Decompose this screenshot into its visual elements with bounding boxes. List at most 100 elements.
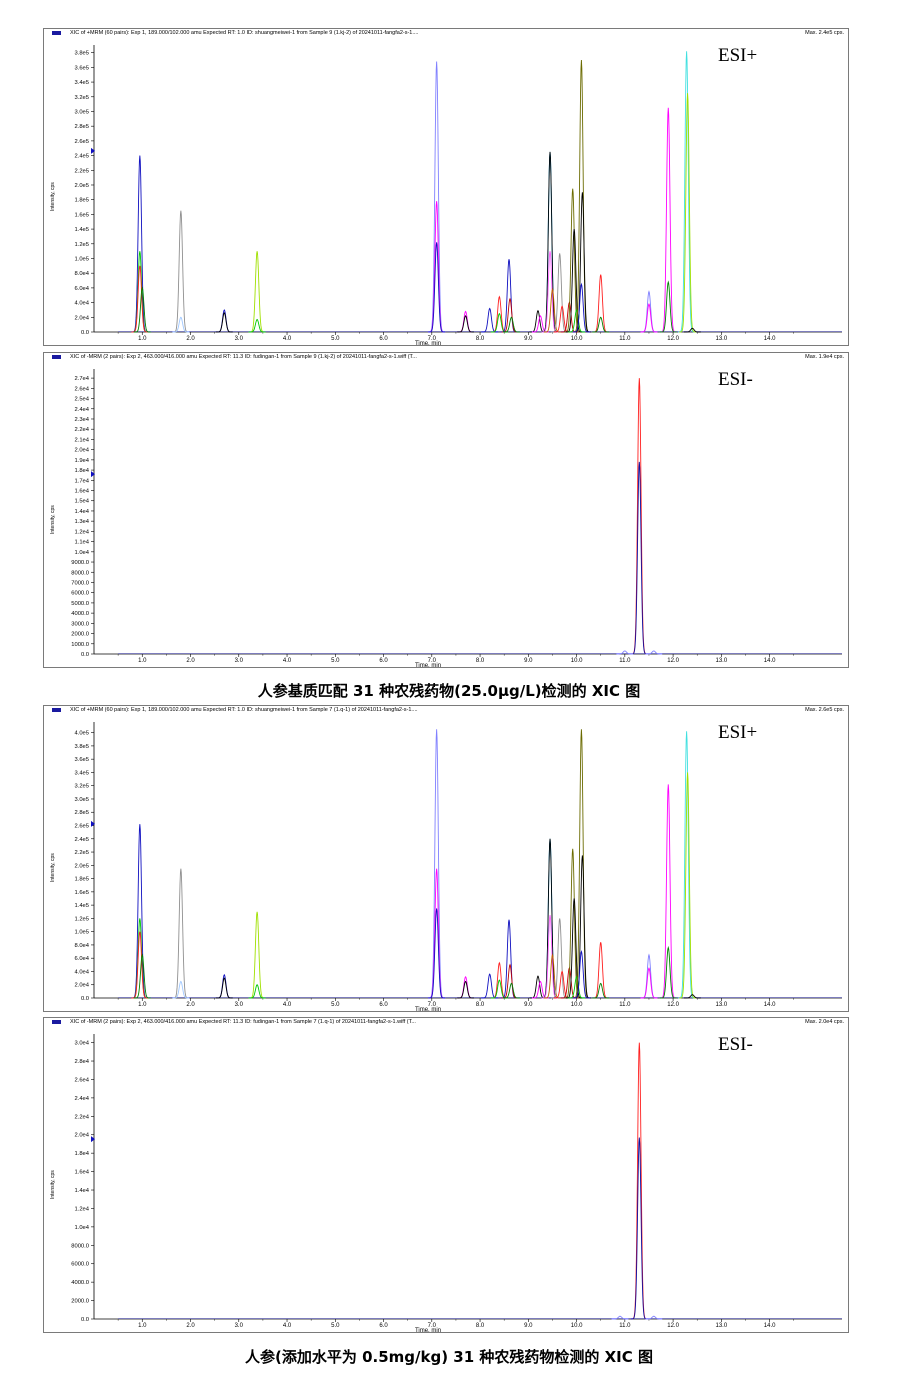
- max-intensity-label: Max. 2.6e5 cps.: [805, 707, 844, 713]
- peak-trace: [131, 931, 149, 999]
- ionization-mode-label: ESI-: [718, 369, 753, 390]
- peak-trace: [133, 953, 151, 999]
- x-axis-label: Time, min: [415, 663, 441, 667]
- peak-trace: [592, 982, 610, 999]
- x-tick-label: 6.0: [379, 336, 388, 342]
- trace-color-marker: [52, 708, 61, 712]
- x-tick-label: 9.0: [524, 336, 533, 342]
- x-tick-label: 12.0: [667, 1323, 679, 1329]
- chart-header: XIC of -MRM (2 pairs): Exp 2, 463.000/41…: [44, 1018, 848, 1027]
- peak-trace: [501, 963, 519, 999]
- y-tick-label: 1.0e5: [74, 256, 89, 262]
- y-tick-label: 1.0e4: [74, 550, 89, 556]
- max-intensity-label: Max. 2.4e5 cps.: [805, 30, 844, 36]
- peak-trace: [611, 1315, 629, 1320]
- peak-trace: [428, 242, 446, 333]
- chart-panel-esi-negative-standard: XIC of -MRM (2 pairs): Exp 2, 463.000/41…: [43, 352, 849, 668]
- chart-panel-esi-positive-spiked: XIC of +MRM (60 pairs): Exp 1, 189.000/1…: [43, 705, 849, 1012]
- x-tick-label: 3.0: [235, 658, 244, 664]
- x-tick-label: 12.0: [667, 658, 679, 664]
- y-tick-label: 6.0e4: [74, 956, 89, 962]
- peak-trace: [683, 327, 701, 333]
- peak-trace: [172, 316, 190, 333]
- y-tick-label: 2.2e4: [74, 427, 89, 433]
- y-tick-label: 2.6e4: [74, 386, 89, 392]
- y-tick-label: 8000.0: [71, 1243, 89, 1249]
- peak-trace: [481, 973, 499, 999]
- y-tick-label: 6000.0: [71, 591, 89, 597]
- x-tick-label: 3.0: [235, 1002, 244, 1008]
- y-tick-label: 2.0e4: [74, 448, 89, 454]
- y-tick-label: 4.0e4: [74, 301, 89, 307]
- peak-trace: [679, 772, 697, 999]
- peak-trace: [679, 93, 697, 333]
- x-tick-label: 8.0: [476, 336, 485, 342]
- x-tick-label: 13.0: [716, 1002, 728, 1008]
- x-tick-label: 13.0: [716, 336, 728, 342]
- peak-trace: [592, 316, 610, 333]
- chart-header: XIC of +MRM (60 pairs): Exp 1, 189.000/1…: [44, 29, 848, 38]
- trace-color-marker: [52, 355, 61, 359]
- y-tick-label: 3.2e5: [74, 95, 89, 101]
- peak-trace: [572, 949, 590, 999]
- y-tick-label: 1.5e4: [74, 499, 89, 505]
- peak-trace: [564, 188, 582, 333]
- x-axis-label: Time, min: [415, 1007, 441, 1011]
- y-tick-label: 2.2e5: [74, 850, 89, 856]
- y-tick-label: 3.0e5: [74, 797, 89, 803]
- figure-caption-standard: 人参基质匹配 31 种农残药物(25.0μg/L)检测的 XIC 图: [257, 682, 641, 700]
- max-intensity-label: Max. 2.0e4 cps.: [805, 1019, 844, 1025]
- x-tick-label: 9.0: [524, 1002, 533, 1008]
- peak-trace: [544, 287, 561, 333]
- peak-trace: [592, 274, 610, 333]
- peak-trace: [541, 838, 559, 999]
- y-tick-label: 1.1e4: [74, 540, 89, 546]
- peak-trace: [501, 297, 519, 333]
- x-tick-label: 5.0: [331, 336, 340, 342]
- peak-trace: [564, 848, 582, 999]
- peak-trace: [172, 980, 190, 999]
- peak-trace: [678, 51, 696, 333]
- x-tick-label: 6.0: [379, 1323, 388, 1329]
- peak-trace: [630, 1137, 648, 1320]
- peak-trace: [131, 155, 149, 333]
- x-tick-label: 4.0: [283, 1002, 292, 1008]
- y-tick-label: 3.8e5: [74, 51, 89, 57]
- y-tick-label: 5000.0: [71, 601, 89, 607]
- x-tick-label: 9.0: [524, 658, 533, 664]
- y-tick-label: 1.2e5: [74, 242, 89, 248]
- y-tick-label: 0.0: [81, 330, 89, 336]
- x-tick-label: 2.0: [186, 1323, 195, 1329]
- x-tick-label: 11.0: [619, 336, 631, 342]
- threshold-marker-icon: [91, 147, 95, 154]
- y-tick-label: 2.0e4: [74, 1133, 89, 1139]
- y-tick-label: 6.0e4: [74, 286, 89, 292]
- max-intensity-label: Max. 1.9e4 cps.: [805, 354, 844, 360]
- y-tick-label: 1.0e4: [74, 1225, 89, 1231]
- y-tick-label: 1000.0: [71, 642, 89, 648]
- y-tick-label: 2.8e5: [74, 124, 89, 130]
- chromatogram-svg: 0.0 1000.0 2000.0 3000.0 4000.0 5000.0 6000.0 7…: [71, 369, 842, 667]
- chromatogram-svg: 0.0 2000.0 4000.0 6000.0 8000.0 1.0e4 1.2e4 1.4…: [71, 1034, 842, 1332]
- threshold-marker-icon: [91, 820, 95, 827]
- ionization-mode-label: ESI+: [718, 45, 758, 66]
- x-tick-label: 5.0: [331, 1002, 340, 1008]
- y-tick-label: 2.0e5: [74, 183, 89, 189]
- peak-trace: [133, 286, 151, 333]
- peak-trace: [457, 310, 475, 333]
- peak-trace: [659, 784, 677, 999]
- chart-header-text: XIC of +MRM (60 pairs): Exp 1, 189.000/1…: [70, 30, 419, 36]
- x-tick-label: 6.0: [379, 658, 388, 664]
- x-tick-label: 5.0: [331, 1323, 340, 1329]
- y-tick-label: 1.6e5: [74, 890, 89, 896]
- x-tick-label: 7.0: [428, 658, 437, 664]
- y-tick-label: 2.1e4: [74, 437, 89, 443]
- figure-caption-spiked: 人参(添加水平为 0.5mg/kg) 31 种农残药物检测的 XIC 图: [245, 1348, 653, 1366]
- peak-trace: [544, 953, 561, 999]
- y-tick-label: 2.3e4: [74, 417, 89, 423]
- peak-trace: [645, 1315, 663, 1320]
- y-tick-label: 1.6e4: [74, 489, 89, 495]
- peak-trace: [630, 461, 648, 655]
- y-axis-label: Intensity, cps: [50, 1169, 56, 1199]
- y-tick-label: 1.4e5: [74, 903, 89, 909]
